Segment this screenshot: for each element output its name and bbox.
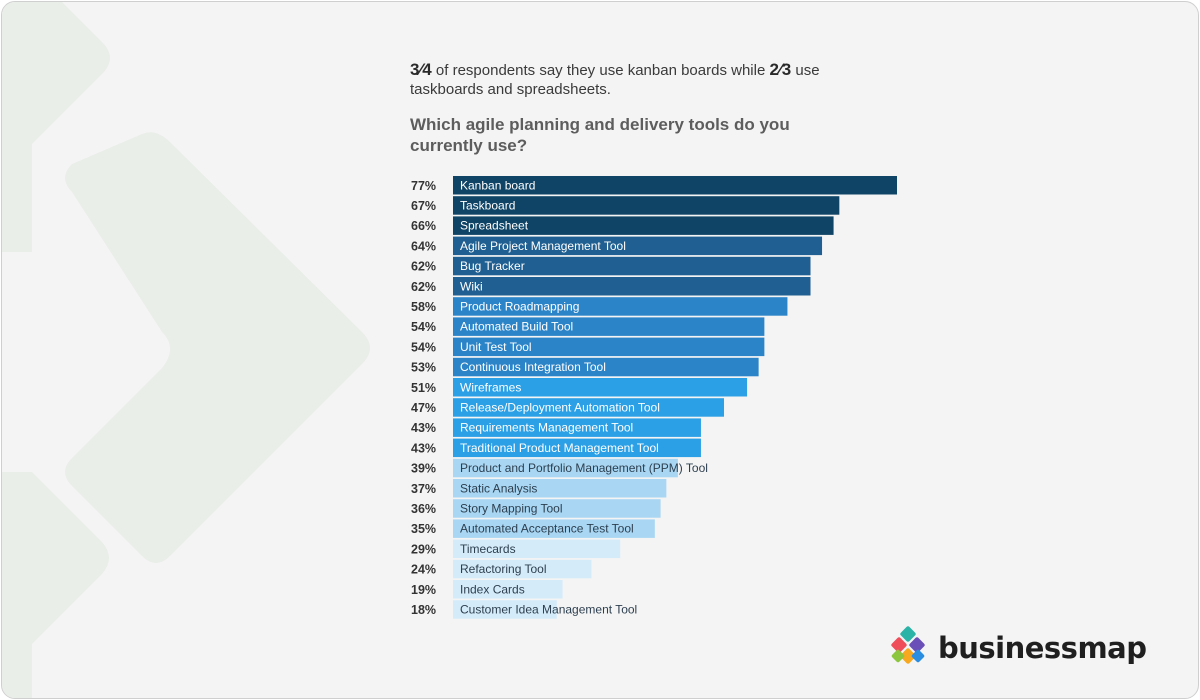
- bar: [453, 559, 592, 579]
- bar-value-label: 39%: [411, 462, 436, 476]
- bar-value-label: 54%: [411, 340, 436, 354]
- bar-value-label: 51%: [411, 381, 436, 395]
- bar-value-label: 43%: [411, 441, 436, 455]
- bar-value-label: 54%: [411, 320, 436, 334]
- bar-category-label: Kanban board: [460, 178, 535, 192]
- bar-value-label: 66%: [411, 219, 436, 233]
- bar-category-label: Wiki: [460, 279, 483, 293]
- bar: [453, 539, 621, 559]
- background-chevron-decoration: [2, 2, 370, 698]
- bar-category-label: Product and Portfolio Management (PPM) T…: [460, 461, 708, 475]
- bar: [453, 256, 811, 276]
- bar-value-label: 37%: [411, 482, 436, 496]
- bar-category-label: Spreadsheet: [460, 219, 529, 233]
- bar: [453, 317, 765, 336]
- bar: [453, 297, 788, 316]
- bar-chart: 77% Kanban board 67% Taskboard 66% Spreadshee…: [411, 176, 897, 619]
- bar: [453, 519, 655, 538]
- bar-value-label: 19%: [411, 583, 436, 597]
- headline-text-part1: of respondents say they use kanban board…: [431, 62, 770, 79]
- bar: [453, 438, 701, 458]
- bar-category-label: Story Mapping Tool: [460, 501, 563, 515]
- bar: [453, 277, 811, 296]
- bar-category-label: Automated Acceptance Test Tool: [460, 522, 634, 536]
- bar-category-label: Refactoring Tool: [460, 562, 547, 576]
- bar: [453, 499, 661, 518]
- bar-category-label: Taskboard: [460, 198, 515, 212]
- bar-category-label: Automated Build Tool: [460, 320, 573, 334]
- bar-category-label: Unit Test Tool: [460, 340, 532, 354]
- bar-value-label: 53%: [411, 361, 436, 375]
- bar: [453, 216, 834, 235]
- bar-value-label: 64%: [411, 239, 436, 253]
- bar: [453, 196, 840, 215]
- bar-category-label: Bug Tracker: [460, 259, 525, 273]
- bar: [453, 580, 563, 599]
- bar-value-label: 24%: [411, 563, 436, 577]
- businessmap-logo: businessmap: [886, 626, 1147, 670]
- headline-text-part2: use taskboards and spreadsheets.: [410, 62, 820, 98]
- bar-category-label: Traditional Product Management Tool: [460, 441, 659, 455]
- bar-category-label: Product Roadmapping: [460, 299, 579, 313]
- bar-value-label: 62%: [411, 260, 436, 274]
- bar: [453, 176, 897, 195]
- headline-fraction-two-thirds: 2⁄3: [769, 60, 792, 79]
- headline: 3⁄4 of respondents say they use kanban b…: [410, 60, 880, 99]
- bar-category-label: Static Analysis: [460, 481, 537, 495]
- bar-category-label: Index Cards: [460, 582, 525, 596]
- bar-value-label: 62%: [411, 280, 436, 294]
- bar-value-label: 47%: [411, 401, 436, 415]
- bar-category-label: Agile Project Management Tool: [460, 239, 626, 253]
- bar-category-label: Release/Deployment Automation Tool: [460, 400, 660, 414]
- bar: [453, 479, 667, 498]
- bar: [453, 236, 823, 256]
- bar: [453, 418, 701, 437]
- bar-value-label: 58%: [411, 300, 436, 314]
- bar-value-label: 18%: [411, 603, 436, 617]
- bar: [453, 600, 557, 619]
- headline-fraction-three-quarters: 3⁄4: [410, 60, 432, 79]
- bar-category-label: Continuous Integration Tool: [460, 360, 606, 374]
- bar-category-label: Wireframes: [460, 380, 521, 394]
- businessmap-logo-text: businessmap: [938, 631, 1147, 665]
- bar: [453, 378, 748, 397]
- bar: [453, 458, 678, 478]
- bar-category-label: Timecards: [460, 542, 516, 556]
- bar: [453, 357, 759, 377]
- bar: [453, 398, 725, 417]
- bar-value-label: 43%: [411, 421, 436, 435]
- bar-category-label: Customer Idea Management Tool: [460, 602, 637, 616]
- bar-value-label: 67%: [411, 199, 436, 213]
- bar-value-label: 35%: [411, 522, 436, 536]
- businessmap-logo-icon: [891, 626, 925, 664]
- bar-value-label: 29%: [411, 542, 436, 556]
- survey-question: Which agile planning and delivery tools …: [410, 115, 790, 155]
- bar-value-label: 77%: [411, 179, 436, 193]
- bar-category-label: Requirements Management Tool: [460, 421, 633, 435]
- bar-value-label: 36%: [411, 502, 436, 516]
- bar: [453, 337, 765, 357]
